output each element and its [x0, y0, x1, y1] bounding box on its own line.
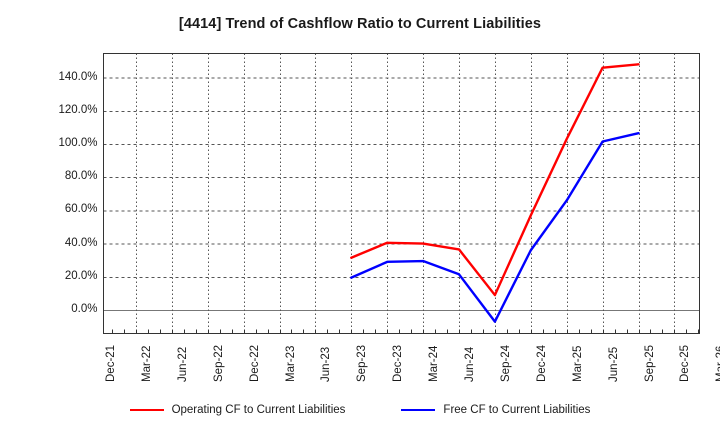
- x-axis-tick-label: Dec-21: [105, 344, 117, 382]
- x-axis-tick-label: Dec-24: [535, 344, 548, 382]
- y-axis-tick-label: 120.0%: [58, 103, 98, 116]
- x-axis-tick-label: Mar-23: [284, 345, 297, 382]
- x-axis-tick-label: Mar-26: [715, 345, 720, 382]
- series-line: [350, 132, 640, 323]
- chart-legend: Operating CF to Current Liabilities Free …: [0, 404, 720, 416]
- y-axis-tick-label: 80.0%: [64, 170, 98, 183]
- legend-swatch-icon: [401, 409, 436, 411]
- x-axis-tick-label: Jun-23: [320, 346, 333, 382]
- x-axis-tick-label: Mar-24: [428, 345, 441, 382]
- series-lines: [350, 63, 640, 323]
- x-axis-tick-label: Dec-23: [392, 344, 405, 382]
- series-line: [350, 63, 640, 297]
- plot-frame: [103, 53, 700, 334]
- gridlines: [103, 53, 700, 334]
- y-axis-tick-label: 40.0%: [64, 236, 98, 249]
- y-axis-tick-label: 0.0%: [71, 303, 98, 315]
- x-axis-ticks: [112, 329, 699, 334]
- x-axis-tick-label: Sep-24: [499, 344, 512, 382]
- legend-label: Free CF to Current Liabilities: [443, 404, 591, 416]
- x-axis-tick-label: Sep-25: [643, 344, 656, 382]
- x-axis-tick-label: Sep-22: [212, 344, 225, 382]
- x-axis-tick-label: Dec-22: [248, 344, 261, 382]
- x-axis-tick-label: Jun-25: [607, 346, 620, 382]
- x-axis-tick-label: Dec-25: [679, 344, 692, 382]
- y-axis-tick-label: 60.0%: [64, 203, 98, 216]
- legend-label: Operating CF to Current Liabilities: [171, 404, 346, 416]
- x-axis-tick-label: Jun-22: [176, 346, 189, 382]
- y-axis-tick-label: 100.0%: [58, 137, 98, 149]
- x-axis-tick-label: Mar-25: [571, 345, 584, 382]
- y-axis-tick-label: 140.0%: [58, 70, 98, 83]
- legend-swatch-icon: [129, 409, 164, 411]
- x-axis-tick-label: Mar-22: [140, 345, 153, 382]
- legend-entry[interactable]: Operating CF to Current Liabilities: [129, 404, 346, 416]
- y-axis-tick-label: 20.0%: [64, 269, 98, 282]
- legend-entry[interactable]: Free CF to Current Liabilities: [401, 404, 590, 416]
- x-axis-tick-label: Jun-24: [464, 346, 476, 382]
- x-axis-tick-label: Sep-23: [356, 344, 369, 382]
- chart-title: [4414] Trend of Cashflow Ratio to Curren…: [178, 16, 542, 32]
